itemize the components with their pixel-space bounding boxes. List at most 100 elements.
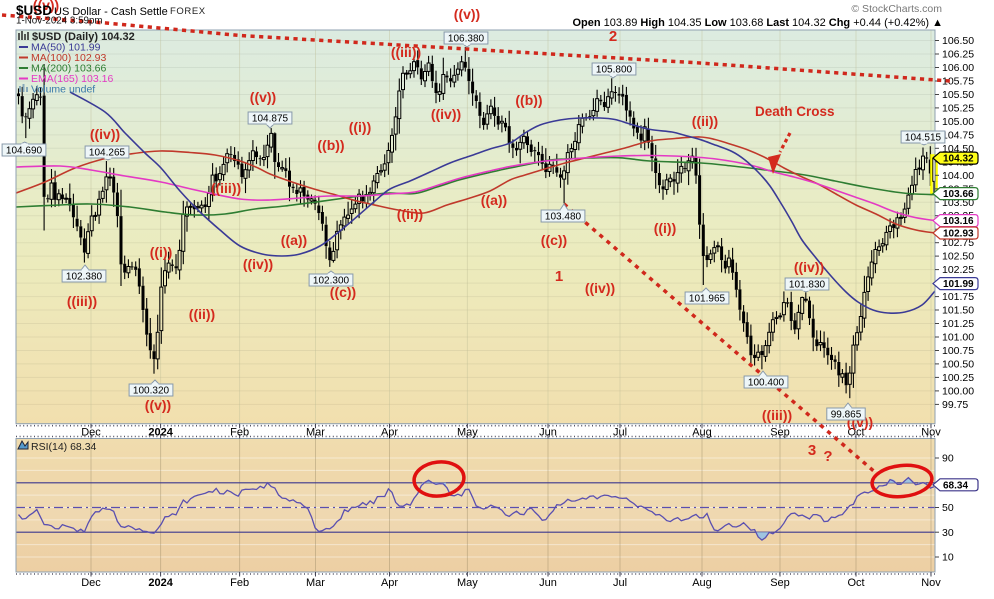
svg-text:50: 50 <box>942 502 954 514</box>
svg-text:((iv)): ((iv)) <box>90 126 120 142</box>
svg-text:104.75: 104.75 <box>942 129 974 141</box>
svg-text:Apr: Apr <box>381 427 398 439</box>
svg-text:MA(50) 101.99: MA(50) 101.99 <box>31 42 101 54</box>
svg-text:((c)): ((c)) <box>330 284 356 300</box>
svg-text:Mar: Mar <box>306 577 325 589</box>
svg-text:Oct: Oct <box>847 427 864 439</box>
svg-text:May: May <box>457 427 478 439</box>
svg-text:((v)): ((v)) <box>250 89 276 105</box>
svg-text:RSI(14) 68.34: RSI(14) 68.34 <box>31 441 97 453</box>
svg-text:((a)): ((a)) <box>281 232 307 248</box>
svg-text:2024: 2024 <box>148 427 173 439</box>
svg-text:((c)): ((c)) <box>541 232 567 248</box>
svg-text:((i)): ((i)) <box>349 119 372 135</box>
svg-text:104.690: 104.690 <box>6 146 43 157</box>
svg-text:((b)): ((b)) <box>515 92 542 108</box>
svg-text:100.00: 100.00 <box>942 385 974 397</box>
svg-text:((i)): ((i)) <box>150 244 173 260</box>
svg-text:102.380: 102.380 <box>66 272 103 283</box>
svg-text:102.75: 102.75 <box>942 237 974 249</box>
svg-text:90: 90 <box>942 453 954 465</box>
svg-text:Mar: Mar <box>306 427 325 439</box>
svg-text:Oct: Oct <box>847 577 864 589</box>
svg-text:MA(100) 102.93: MA(100) 102.93 <box>31 52 106 64</box>
svg-text:100.25: 100.25 <box>942 372 974 384</box>
svg-text:105.25: 105.25 <box>942 102 974 114</box>
svg-text:106.380: 106.380 <box>448 34 485 45</box>
svg-text:101.965: 101.965 <box>689 294 726 305</box>
svg-text:105.75: 105.75 <box>942 76 974 88</box>
svg-text:102.93: 102.93 <box>943 229 974 240</box>
svg-text:100.400: 100.400 <box>748 378 785 389</box>
svg-text:101.00: 101.00 <box>942 332 974 344</box>
svg-text:105.800: 105.800 <box>596 65 633 76</box>
svg-text:101.25: 101.25 <box>942 318 974 330</box>
svg-text:((iii)): ((iii)) <box>762 407 792 423</box>
svg-text:((ii)): ((ii)) <box>189 306 215 322</box>
svg-text:104.875: 104.875 <box>252 114 289 125</box>
svg-text:May: May <box>457 577 478 589</box>
svg-text:3: 3 <box>808 442 816 459</box>
svg-text:$USD (Daily) 104.32: $USD (Daily) 104.32 <box>32 31 135 43</box>
svg-text:101.75: 101.75 <box>942 291 974 303</box>
svg-text:Dec: Dec <box>81 427 101 439</box>
svg-text:10: 10 <box>942 552 954 564</box>
svg-text:30: 30 <box>942 527 954 539</box>
svg-text:((iii)): ((iii)) <box>67 293 97 309</box>
svg-text:((a)): ((a)) <box>481 192 507 208</box>
svg-text:1-Nov-2024 3:59pm: 1-Nov-2024 3:59pm <box>16 16 103 27</box>
svg-text:2024: 2024 <box>148 577 173 589</box>
svg-text:101.830: 101.830 <box>789 280 826 291</box>
svg-text:Death Cross: Death Cross <box>755 104 835 119</box>
svg-text:102.25: 102.25 <box>942 264 974 276</box>
svg-text:1: 1 <box>555 268 563 285</box>
svg-text:((i)): ((i)) <box>654 220 677 236</box>
svg-text:((iv)): ((iv)) <box>794 259 824 275</box>
svg-text:103.480: 103.480 <box>545 212 582 223</box>
svg-text:101.50: 101.50 <box>942 305 974 317</box>
svg-text:104.515: 104.515 <box>905 133 942 144</box>
svg-text:103.16: 103.16 <box>943 216 974 227</box>
svg-text:Jul: Jul <box>613 427 627 439</box>
svg-text:104.32: 104.32 <box>943 154 974 165</box>
svg-text:FOREX: FOREX <box>170 6 206 17</box>
svg-text:MA(200) 103.66: MA(200) 103.66 <box>31 63 106 75</box>
svg-text:106.25: 106.25 <box>942 49 974 61</box>
svg-text:((iv)): ((iv)) <box>585 280 615 296</box>
svg-text:Nov: Nov <box>921 577 941 589</box>
svg-text:((v)): ((v)) <box>33 0 59 13</box>
svg-text:((iv)): ((iv)) <box>431 106 461 122</box>
svg-text:101.99: 101.99 <box>943 279 974 290</box>
svg-text:68.34: 68.34 <box>943 480 968 491</box>
svg-text:104.00: 104.00 <box>942 170 974 182</box>
svg-text:Feb: Feb <box>230 427 249 439</box>
svg-text:$USD: $USD <box>16 3 52 18</box>
svg-text:104.265: 104.265 <box>89 148 126 159</box>
svg-text:105.00: 105.00 <box>942 116 974 128</box>
svg-text:106.00: 106.00 <box>942 62 974 74</box>
svg-text:US Dollar - Cash Settle: US Dollar - Cash Settle <box>54 6 168 18</box>
svg-text:Volume undef: Volume undef <box>31 84 95 96</box>
svg-text:((ii)): ((ii)) <box>397 206 423 222</box>
svg-text:Apr: Apr <box>381 577 398 589</box>
svg-text:Sep: Sep <box>770 577 790 589</box>
svg-text:105.50: 105.50 <box>942 89 974 101</box>
svg-text:100.320: 100.320 <box>133 386 170 397</box>
svg-text:((iii)): ((iii)) <box>391 44 421 60</box>
svg-text:((iv)): ((iv)) <box>243 256 273 272</box>
svg-text:((v)): ((v)) <box>454 6 480 22</box>
svg-text:102.300: 102.300 <box>313 276 350 287</box>
svg-text:Jul: Jul <box>613 577 627 589</box>
svg-text:102.50: 102.50 <box>942 251 974 263</box>
svg-text:Nov: Nov <box>921 427 941 439</box>
svg-text:Feb: Feb <box>230 577 249 589</box>
svg-text:100.50: 100.50 <box>942 358 974 370</box>
svg-text:EMA(165) 103.16: EMA(165) 103.16 <box>31 73 113 85</box>
svg-text:Dec: Dec <box>81 577 101 589</box>
svg-text:((v)): ((v)) <box>145 397 171 413</box>
svg-text:103.66: 103.66 <box>943 189 974 200</box>
svg-text:Aug: Aug <box>692 427 712 439</box>
svg-text:((ii)): ((ii)) <box>692 113 718 129</box>
svg-text:Jun: Jun <box>539 577 557 589</box>
svg-text:?: ? <box>823 448 832 465</box>
